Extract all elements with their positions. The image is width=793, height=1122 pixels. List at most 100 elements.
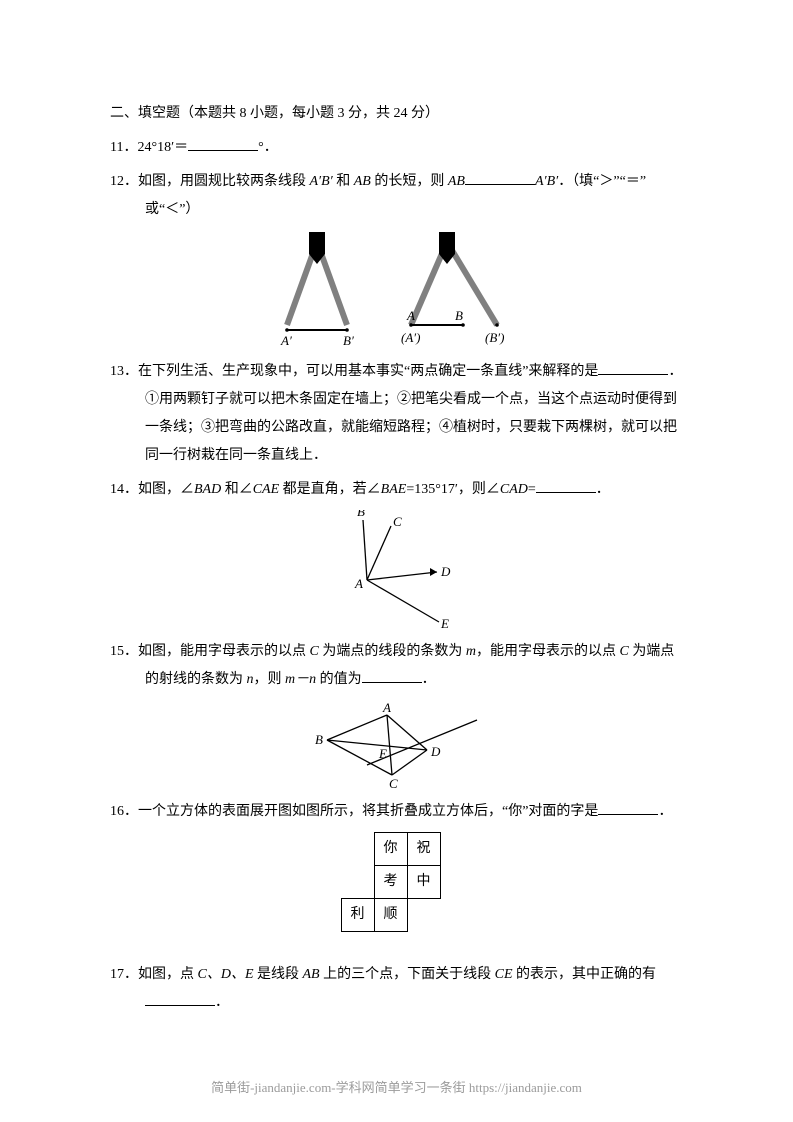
q13-line2: ①用两颗钉子就可以把木条固定在墙上；②把笔尖看成一个点，当这个点运动时便得到 bbox=[110, 386, 683, 414]
q12-blank bbox=[465, 170, 535, 185]
q12-num: 12． bbox=[110, 174, 138, 189]
compass-left: A′ B′ bbox=[280, 232, 354, 348]
q14-lC: C bbox=[393, 514, 402, 529]
q14-lD: D bbox=[440, 564, 451, 579]
question-15: 15．如图，能用字母表示的以点 C 为端点的线段的条数为 m，能用字母表示的以点… bbox=[110, 638, 683, 790]
q15-l1c: ，能用字母表示的以点 bbox=[476, 644, 620, 659]
q15-C1: C bbox=[310, 644, 319, 659]
question-12: 12．如图，用圆规比较两条线段 A′B′ 和 AB 的长短，则 ABA′B′．（… bbox=[110, 168, 683, 350]
q15-mn: m－n bbox=[285, 672, 316, 687]
q14-tc: 都是直角，若∠ bbox=[279, 482, 381, 497]
q17-line2: ． bbox=[110, 989, 683, 1017]
q14-bae: BAE bbox=[381, 482, 407, 497]
q17-tc: 上的三个点，下面关于线段 bbox=[320, 967, 495, 982]
q15-blank bbox=[362, 668, 422, 683]
q16-num: 16． bbox=[110, 804, 138, 819]
q15-period: ． bbox=[422, 672, 436, 687]
q12-ab4: A′B′ bbox=[535, 174, 558, 189]
q13-num: 13． bbox=[110, 364, 138, 379]
q12-t1e: 的长短，则 bbox=[371, 174, 448, 189]
q13-blank bbox=[598, 360, 668, 375]
label-Ap: A′ bbox=[280, 333, 292, 348]
q14-period: ． bbox=[596, 482, 610, 497]
q16-ta: 一个立方体的表面展开图如图所示，将其折叠成立方体后，“你”对面的字是 bbox=[138, 804, 598, 819]
q15-svg: A B C D E bbox=[297, 700, 497, 790]
q14-blank bbox=[536, 478, 596, 493]
cell-shun: 顺 bbox=[374, 898, 408, 932]
q17-ta: 如图，点 bbox=[138, 967, 198, 982]
q12-t1c: 和 bbox=[333, 174, 354, 189]
q15-l1d: 为端点 bbox=[629, 644, 675, 659]
compass-right: A B (A′) (B′) bbox=[401, 232, 504, 345]
q12-svg: A′ B′ A B (A′) (B′) bbox=[247, 230, 547, 350]
q15-lB: B bbox=[315, 732, 323, 747]
q14-num: 14． bbox=[110, 482, 138, 497]
q14-te: = bbox=[528, 482, 536, 497]
page-footer: 简单街-jiandanjie.com-学科网简单学习一条街 https://ji… bbox=[0, 1077, 793, 1096]
q13-period: ． bbox=[668, 364, 682, 379]
q12-ab3: AB bbox=[448, 174, 465, 189]
label-B: B bbox=[455, 308, 463, 323]
q14-lA: A bbox=[354, 576, 363, 591]
q15-C2: C bbox=[619, 644, 628, 659]
label-Bp: B′ bbox=[343, 333, 354, 348]
q14-cad: CAD bbox=[500, 482, 528, 497]
q15-n: n bbox=[247, 672, 254, 687]
q17-tb: 是线段 bbox=[254, 967, 303, 982]
q14-td: =135°17′，则∠ bbox=[406, 482, 500, 497]
section-header: 二、填空题（本题共 8 小题，每小题 3 分，共 24 分） bbox=[110, 100, 683, 128]
q14-svg: B C A D E bbox=[317, 510, 477, 630]
q17-ab: AB bbox=[303, 967, 320, 982]
q17-period: ． bbox=[215, 995, 229, 1010]
q17-ce: CE bbox=[495, 967, 513, 982]
q15-num: 15． bbox=[110, 644, 138, 659]
q13-line3: 一条线；③把弯曲的公路改直，就能缩短路程；④植树时，只要栽下两棵树，就可以把 bbox=[110, 414, 683, 442]
q12-t1h: ．（填“＞”“＝” bbox=[558, 174, 646, 189]
page-content: 二、填空题（本题共 8 小题，每小题 3 分，共 24 分） 11．24°18′… bbox=[0, 0, 793, 1063]
q16-blank bbox=[598, 800, 658, 815]
question-17: 17．如图，点 C、D、E 是线段 AB 上的三个点，下面关于线段 CE 的表示… bbox=[110, 961, 683, 1017]
label-A: A bbox=[406, 308, 415, 323]
q13-line4: 同一行树栽在同一条直线上． bbox=[110, 442, 683, 470]
q14-lB: B bbox=[357, 510, 365, 519]
q15-l2a: 的射线的条数为 bbox=[145, 672, 247, 687]
q13-line1: 在下列生活、生产现象中，可以用基本事实“两点确定一条直线”来解释的是 bbox=[138, 364, 598, 379]
q12-ab1: A′B′ bbox=[310, 174, 333, 189]
q16-period: ． bbox=[658, 804, 672, 819]
cell-zhu: 祝 bbox=[407, 832, 441, 866]
q14-ta: 如图，∠ bbox=[138, 482, 194, 497]
question-16: 16．一个立方体的表面展开图如图所示，将其折叠成立方体后，“你”对面的字是 ． 你… bbox=[110, 798, 683, 953]
q17-td: 的表示，其中正确的有 bbox=[513, 967, 657, 982]
question-11: 11．24°18′＝°． bbox=[110, 134, 683, 162]
label-Bp2: (B′) bbox=[485, 330, 504, 345]
cell-ni: 你 bbox=[374, 832, 408, 866]
cell-kao: 考 bbox=[374, 865, 408, 899]
q11-before: 24°18′＝ bbox=[137, 140, 188, 155]
q14-bad: BAD bbox=[194, 482, 221, 497]
q15-line2-wrap: 的射线的条数为 n，则 m－n 的值为 ． bbox=[110, 666, 683, 694]
q12-figure: A′ B′ A B (A′) (B′) bbox=[110, 230, 683, 350]
cube-net: 你 祝 考 中 利 顺 bbox=[322, 832, 472, 942]
q14-figure: B C A D E bbox=[110, 510, 683, 630]
q15-lD: D bbox=[430, 744, 441, 759]
q15-lA: A bbox=[382, 700, 391, 715]
q14-tb: 和∠ bbox=[221, 482, 253, 497]
cell-li: 利 bbox=[341, 898, 375, 932]
q15-l2c: 的值为 bbox=[316, 672, 362, 687]
q15-m: m bbox=[466, 644, 476, 659]
q15-figure: A B C D E bbox=[110, 700, 683, 790]
q17-num: 17． bbox=[110, 967, 138, 982]
q15-lE: E bbox=[378, 746, 387, 761]
q17-cde: C、D、E bbox=[198, 967, 254, 982]
label-Ap2: (A′) bbox=[401, 330, 420, 345]
q15-l1a: 如图，能用字母表示的以点 bbox=[138, 644, 310, 659]
q11-num: 11． bbox=[110, 140, 137, 155]
q14-lE: E bbox=[440, 616, 449, 630]
q12-t1a: 如图，用圆规比较两条线段 bbox=[138, 174, 310, 189]
q12-ab2: AB bbox=[354, 174, 371, 189]
q11-blank bbox=[188, 136, 258, 151]
q12-line2: 或“＜”） bbox=[110, 196, 683, 224]
q15-l2b: ，则 bbox=[254, 672, 286, 687]
q14-cae: CAE bbox=[253, 482, 279, 497]
question-14: 14．如图，∠BAD 和∠CAE 都是直角，若∠BAE=135°17′，则∠CA… bbox=[110, 476, 683, 630]
